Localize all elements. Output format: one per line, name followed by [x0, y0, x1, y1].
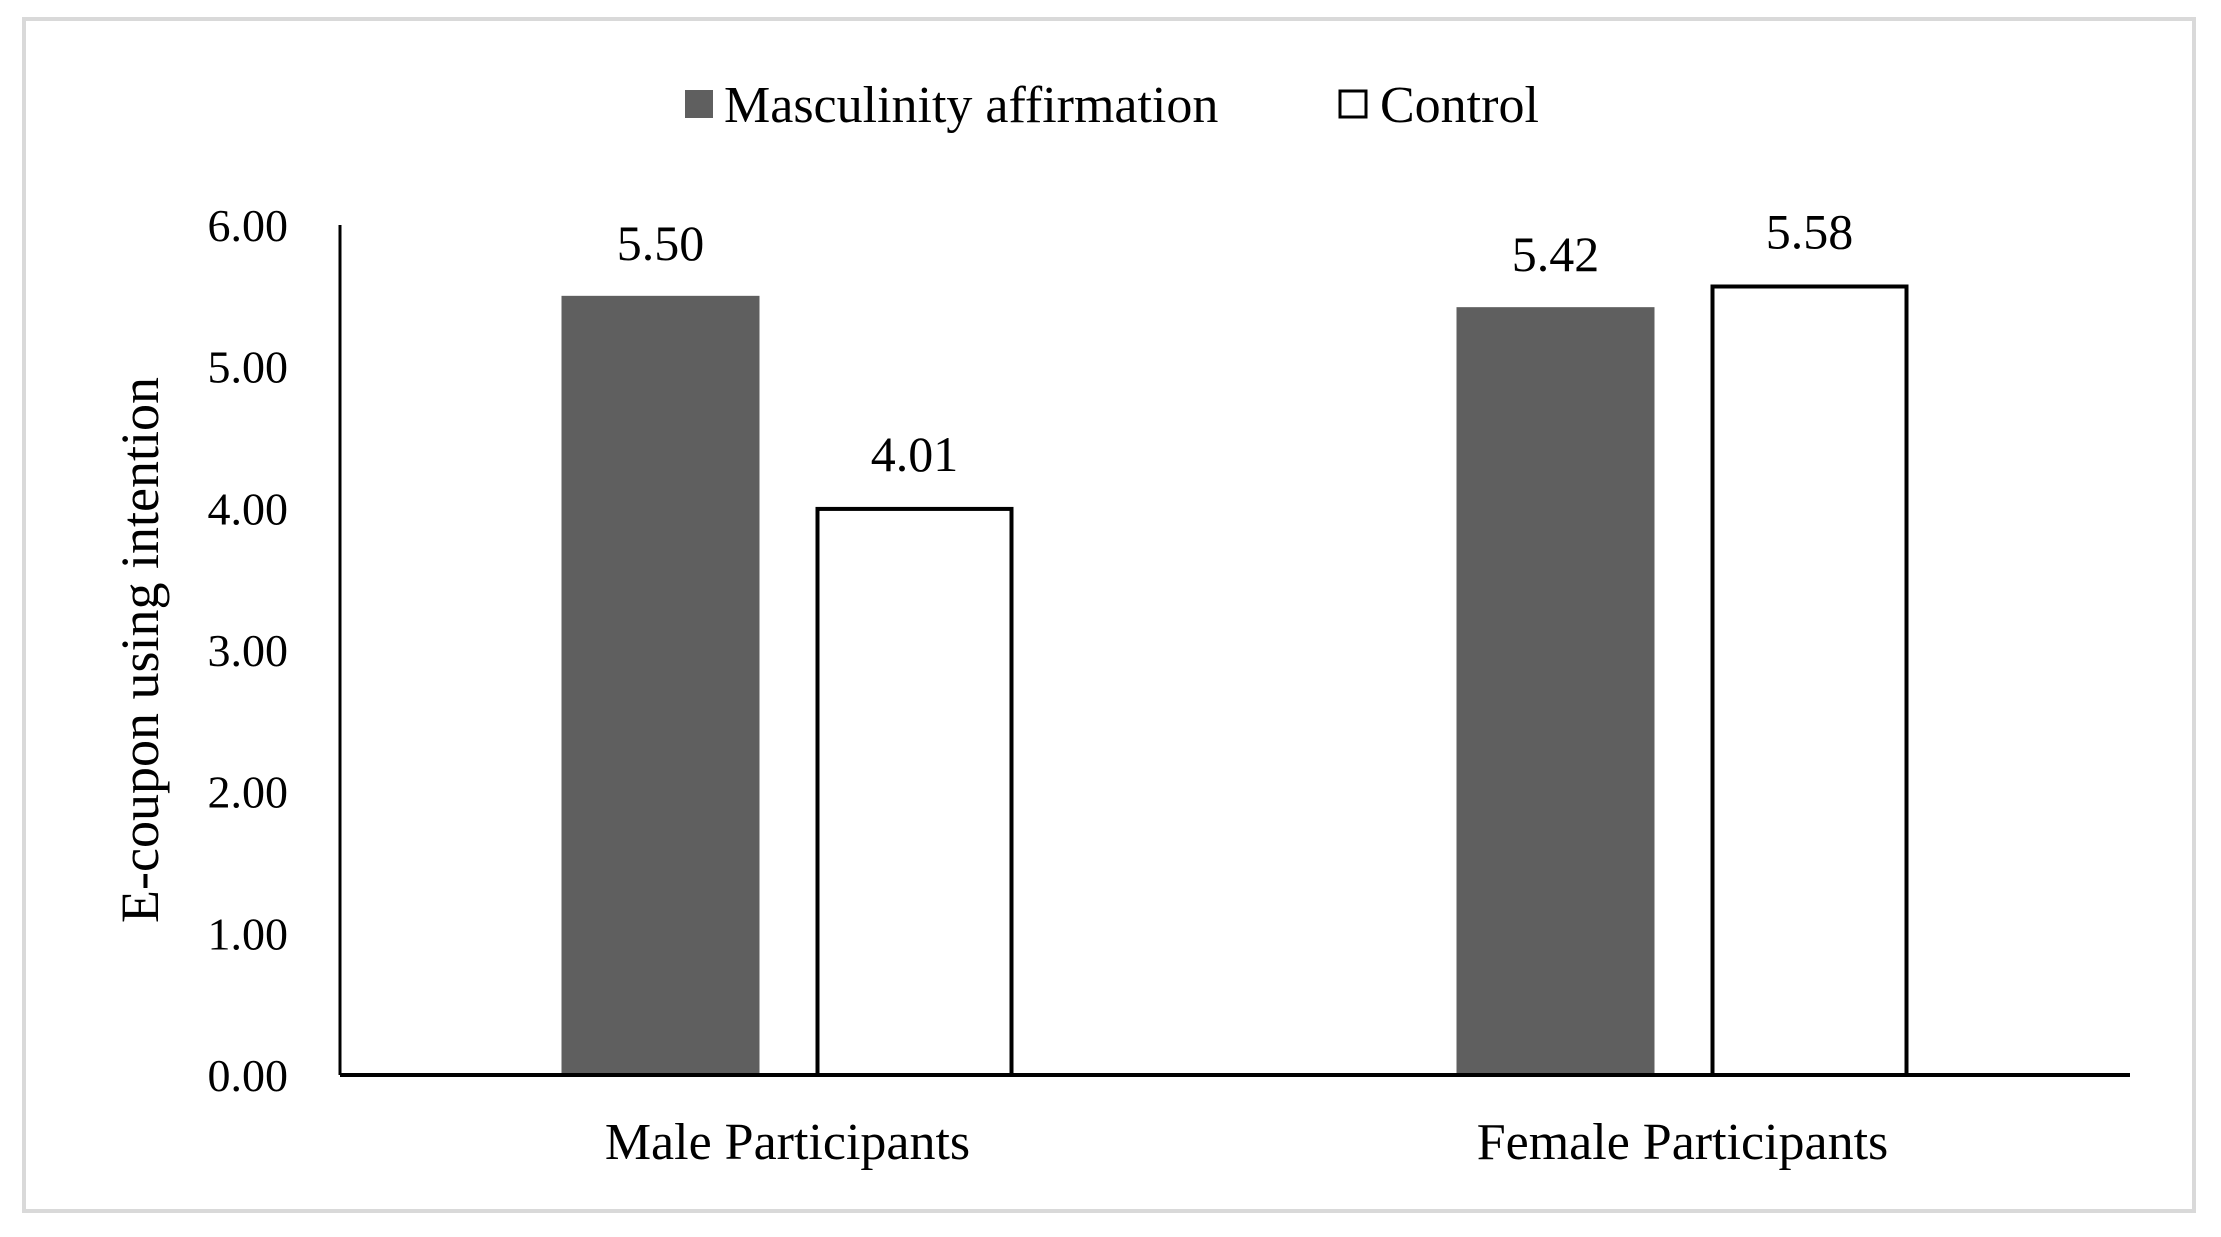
bar-masculinity-affirmation-female-participants	[1456, 307, 1655, 1076]
y-tick-label: 3.00	[208, 625, 289, 676]
legend-swatch-masculinity-affirmation	[685, 90, 713, 118]
axes	[338, 225, 2130, 1077]
y-tick-label: 2.00	[208, 767, 289, 818]
data-label: 5.58	[1766, 204, 1854, 260]
legend-label-masculinity-affirmation: Masculinity affirmation	[724, 77, 1218, 134]
bars	[561, 284, 1909, 1077]
category-labels: Male Participants Female Participants	[605, 1114, 1888, 1171]
bar-control-male-participants	[815, 506, 1014, 1077]
legend-label-control: Control	[1380, 77, 1539, 134]
bar-masculinity-affirmation-male-participants	[561, 295, 760, 1075]
x-tick-label: Male Participants	[605, 1114, 970, 1171]
y-tick-label: 0.00	[208, 1050, 289, 1101]
bar-control-female-participants	[1710, 284, 1909, 1077]
y-axis-title: E-coupon using intention	[110, 377, 170, 923]
legend: Masculinity affirmation Control	[685, 77, 1539, 134]
data-label: 4.01	[871, 426, 959, 482]
y-tick-label: 4.00	[208, 483, 289, 534]
x-tick-label: Female Participants	[1477, 1114, 1889, 1171]
data-label: 5.50	[617, 215, 705, 271]
y-tick-label: 1.00	[208, 908, 289, 959]
y-tick-label: 5.00	[208, 342, 289, 393]
data-label: 5.42	[1512, 226, 1600, 282]
y-tick-labels: 0.00 1.00 2.00 3.00 4.00 5.00 6.00	[208, 200, 289, 1101]
data-labels: 5.50 4.01 5.42 5.58	[617, 204, 1854, 482]
legend-swatch-control	[1338, 89, 1368, 119]
y-tick-label: 6.00	[208, 200, 289, 251]
